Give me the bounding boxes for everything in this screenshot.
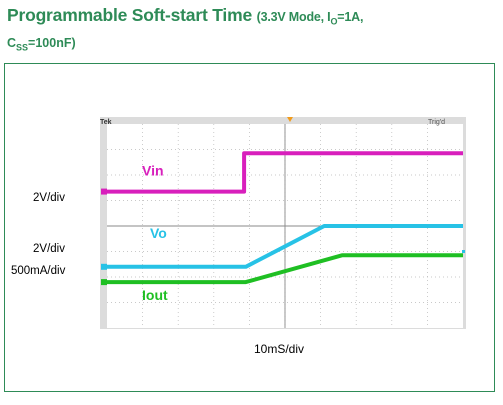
time-scale-label: 10mS/div xyxy=(254,342,305,356)
channel-markers xyxy=(101,188,465,286)
vo-right-marker xyxy=(462,250,465,253)
series-label-vo: Vo xyxy=(150,225,167,241)
vin-scale-label: 2V/div xyxy=(33,192,65,204)
channel-marker-vin xyxy=(101,188,107,195)
vo-scale-label: 2V/div xyxy=(33,243,65,255)
trace-vo xyxy=(107,224,463,269)
title-conditions: (3.3V Mode, IO=1A, xyxy=(256,10,364,27)
series-label-iout: Iout xyxy=(142,287,168,303)
title-conditions-line2: CSS=100nF) xyxy=(7,36,76,53)
channel-marker-vo xyxy=(101,263,107,270)
scope-traces: Vin Vo Iout xyxy=(107,151,463,303)
series-label-vin: Vin xyxy=(142,163,164,179)
scope-brand: Tek xyxy=(100,119,112,126)
iout-scale-label: 500mA/div xyxy=(11,265,66,277)
scope-status: Trig'd xyxy=(428,119,445,126)
figure-frame xyxy=(4,63,495,392)
title-main: Programmable Soft-start Time xyxy=(7,5,252,25)
channel-marker-iout xyxy=(101,279,107,286)
trigger-marker-icon xyxy=(287,117,293,122)
trace-iout xyxy=(107,253,463,285)
trace-vin xyxy=(107,151,463,194)
page-title: Programmable Soft-start Time (3.3V Mode,… xyxy=(7,5,363,33)
